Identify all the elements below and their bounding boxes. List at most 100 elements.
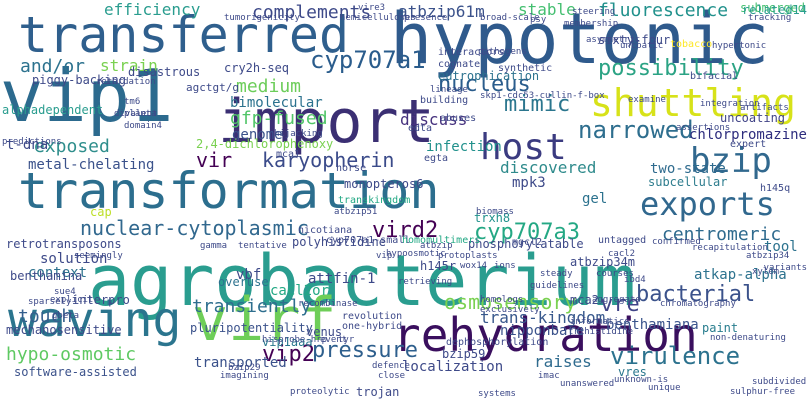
word: tyr [338,335,355,345]
word: tm6 [124,97,141,107]
word: mgcl2 [512,237,543,248]
word: atbzip34 [746,251,790,261]
word: cry2h-seq [224,61,290,75]
word: bzip [690,141,772,181]
word: cyp707a1-small [326,235,411,246]
word: homologs [480,295,524,305]
word: lineage [430,85,468,95]
word: interpro [72,293,130,307]
word: ibd4 [624,275,646,285]
word: context [28,265,88,281]
word: event [320,335,348,345]
word: exclusively [480,305,540,315]
word: expert [730,139,767,150]
word: imac [538,371,560,381]
word: discovered [500,158,597,177]
word: venus [306,325,343,339]
word: cognate [438,59,481,70]
word: informatics [570,317,630,327]
word: retardation [96,77,156,87]
word: atbzip34m [570,255,636,269]
word: protoplasts [438,251,498,261]
word: hisprobe-hrp [262,335,328,345]
word: transformation [18,162,440,220]
word: hijacking [274,129,323,139]
word: gbeta [52,311,80,321]
word: presence [404,13,448,23]
word: agrobacterium [88,240,636,322]
word: infection [426,139,502,155]
word: mimic [504,92,571,117]
word: vbf [236,267,262,283]
word: one-hybrid [342,321,403,332]
word: fluorescence [598,0,729,21]
word: atbzip61m [398,2,485,21]
word: trihistidine [568,327,634,337]
word: transferred [18,6,350,64]
word: 2,4-dichlorophenoxy [196,137,334,151]
word: hypo-osmotic [6,344,137,365]
word: bimolecular [230,95,323,111]
word: pathogens [478,47,527,57]
word: courses [596,269,634,279]
word: vip [376,251,393,261]
word: nuclear-cytoplasmic [80,216,309,240]
word: atkap-alpha [694,267,787,283]
word: atbzip51 [334,207,378,217]
word: edta [408,123,433,134]
word: h145r [420,259,457,273]
word: vip2 [262,342,315,367]
word: explicit [50,295,94,305]
word: vip1 [0,54,174,138]
word: unknown-is [614,375,669,385]
word: guidelines [530,281,585,291]
word: genome [232,127,283,143]
word: medium [236,76,302,97]
word: exports [640,185,775,223]
word: chlorpromazine [688,127,807,143]
word: mechanosensitive [6,323,122,337]
word: uncoating [720,111,786,125]
word: wox14 [460,261,488,271]
word: gel [582,191,608,207]
word: trans-kingdom [480,308,606,327]
word: nipponbare [500,323,585,339]
word: paint [702,321,739,335]
word: vire3 [358,3,386,13]
word: solution [40,251,108,267]
word: seemingly [74,251,123,261]
word: confirmed [652,237,701,247]
word: virulence [610,342,741,370]
word: gamma [200,241,228,251]
word: atbzip [420,241,453,251]
word: tumorigenicity [224,13,300,23]
word: revolution [342,311,403,322]
word: unique [648,383,681,393]
word: hypertonic [712,41,767,51]
word: skp1-cdc53-cullin-f-box [480,91,605,101]
word: eutrophication [438,69,540,83]
word: synthetic [498,63,553,74]
word: sixty-four [598,33,671,47]
word: artifacts [740,103,789,113]
word: uncoatic [620,41,664,51]
word: rehydration [393,308,698,362]
word: trxh8 [474,211,511,225]
word: osmosensory [444,290,577,314]
word: submerged [740,1,806,15]
word: mca1 [276,149,301,160]
word: proteolytic [290,387,350,397]
word: agctgt/g [186,81,239,94]
word: subdivided [752,377,807,387]
word: software-assisted [14,365,137,379]
word: monopteros6 [344,177,424,191]
word: vre [600,292,640,317]
word: chromatography [660,299,736,309]
word: tracking [748,13,792,23]
word: biomass [476,207,514,217]
word: sulphur-free [730,387,796,397]
word: cacl2 [608,249,636,259]
word: systems [478,389,516,399]
word: horse [336,163,367,174]
word: subcellular [648,175,728,189]
